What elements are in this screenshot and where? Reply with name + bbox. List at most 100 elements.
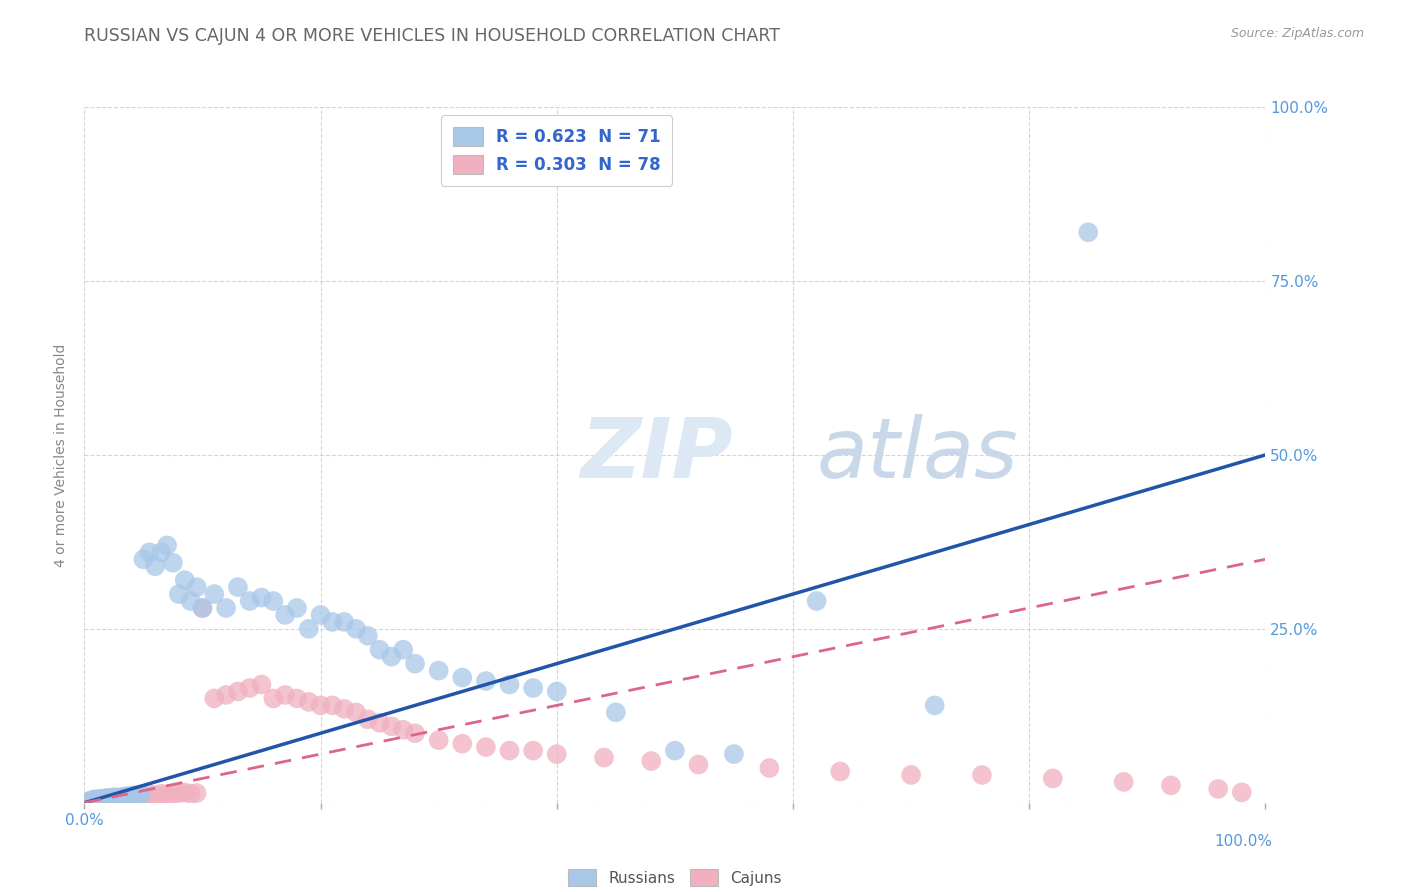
Text: atlas: atlas	[817, 415, 1018, 495]
Point	[368, 715, 391, 730]
Point	[1112, 775, 1135, 789]
Point	[103, 790, 125, 805]
Point	[475, 674, 498, 689]
Legend: Russians, Cajuns: Russians, Cajuns	[562, 863, 787, 892]
Point	[180, 594, 202, 608]
Point	[101, 791, 124, 805]
Point	[127, 789, 149, 804]
Point	[758, 761, 780, 775]
Point	[344, 706, 367, 720]
Text: RUSSIAN VS CAJUN 4 OR MORE VEHICLES IN HOUSEHOLD CORRELATION CHART: RUSSIAN VS CAJUN 4 OR MORE VEHICLES IN H…	[84, 27, 780, 45]
Point	[1160, 778, 1182, 792]
Y-axis label: 4 or more Vehicles in Household: 4 or more Vehicles in Household	[55, 343, 69, 566]
Point	[546, 684, 568, 698]
Point	[91, 793, 114, 807]
Point	[138, 788, 160, 802]
Point	[84, 793, 107, 807]
Point	[86, 794, 108, 808]
Point	[321, 615, 343, 629]
Point	[107, 791, 129, 805]
Text: 100.0%: 100.0%	[1215, 834, 1272, 849]
Point	[321, 698, 343, 713]
Point	[80, 794, 103, 808]
Point	[91, 793, 114, 807]
Point	[129, 788, 152, 802]
Point	[180, 787, 202, 801]
Point	[262, 594, 284, 608]
Point	[93, 791, 115, 805]
Point	[226, 580, 249, 594]
Point	[392, 723, 415, 737]
Point	[274, 607, 297, 622]
Point	[91, 792, 114, 806]
Point	[806, 594, 828, 608]
Point	[344, 622, 367, 636]
Point	[93, 792, 115, 806]
Point	[451, 737, 474, 751]
Point	[94, 793, 117, 807]
Text: Source: ZipAtlas.com: Source: ZipAtlas.com	[1230, 27, 1364, 40]
Point	[1206, 781, 1229, 796]
Point	[87, 792, 110, 806]
Point	[83, 793, 105, 807]
Point	[226, 684, 249, 698]
Point	[605, 706, 627, 720]
Point	[664, 744, 686, 758]
Point	[970, 768, 993, 782]
Point	[108, 791, 131, 805]
Point	[900, 768, 922, 782]
Point	[97, 792, 120, 806]
Point	[250, 591, 273, 605]
Point	[86, 794, 108, 808]
Point	[77, 794, 100, 808]
Point	[1230, 785, 1253, 799]
Point	[475, 740, 498, 755]
Point	[122, 789, 145, 803]
Point	[121, 790, 143, 805]
Point	[87, 793, 110, 807]
Point	[96, 791, 118, 805]
Point	[79, 794, 101, 808]
Point	[101, 792, 124, 806]
Point	[298, 695, 321, 709]
Point	[162, 787, 184, 801]
Point	[84, 794, 107, 808]
Point	[357, 629, 380, 643]
Point	[150, 545, 173, 559]
Point	[127, 789, 149, 803]
Point	[100, 791, 122, 805]
Point	[98, 793, 121, 807]
Point	[239, 594, 262, 608]
Point	[96, 791, 118, 805]
Point	[143, 559, 166, 574]
Point	[115, 790, 138, 805]
Point	[156, 538, 179, 552]
Point	[309, 607, 332, 622]
Point	[107, 792, 129, 806]
Point	[167, 786, 190, 800]
Point	[132, 789, 155, 803]
Point	[103, 791, 125, 805]
Point	[640, 754, 662, 768]
Point	[202, 587, 225, 601]
Point	[451, 671, 474, 685]
Point	[115, 791, 138, 805]
Point	[143, 788, 166, 802]
Point	[215, 688, 238, 702]
Text: ZIP: ZIP	[581, 415, 733, 495]
Point	[111, 791, 134, 805]
Point	[274, 688, 297, 702]
Point	[593, 750, 616, 764]
Point	[98, 792, 121, 806]
Point	[392, 642, 415, 657]
Point	[298, 622, 321, 636]
Point	[723, 747, 745, 761]
Point	[309, 698, 332, 713]
Point	[82, 793, 104, 807]
Point	[162, 556, 184, 570]
Point	[83, 794, 105, 808]
Point	[285, 601, 308, 615]
Point	[333, 615, 356, 629]
Point	[118, 789, 141, 804]
Point	[830, 764, 852, 779]
